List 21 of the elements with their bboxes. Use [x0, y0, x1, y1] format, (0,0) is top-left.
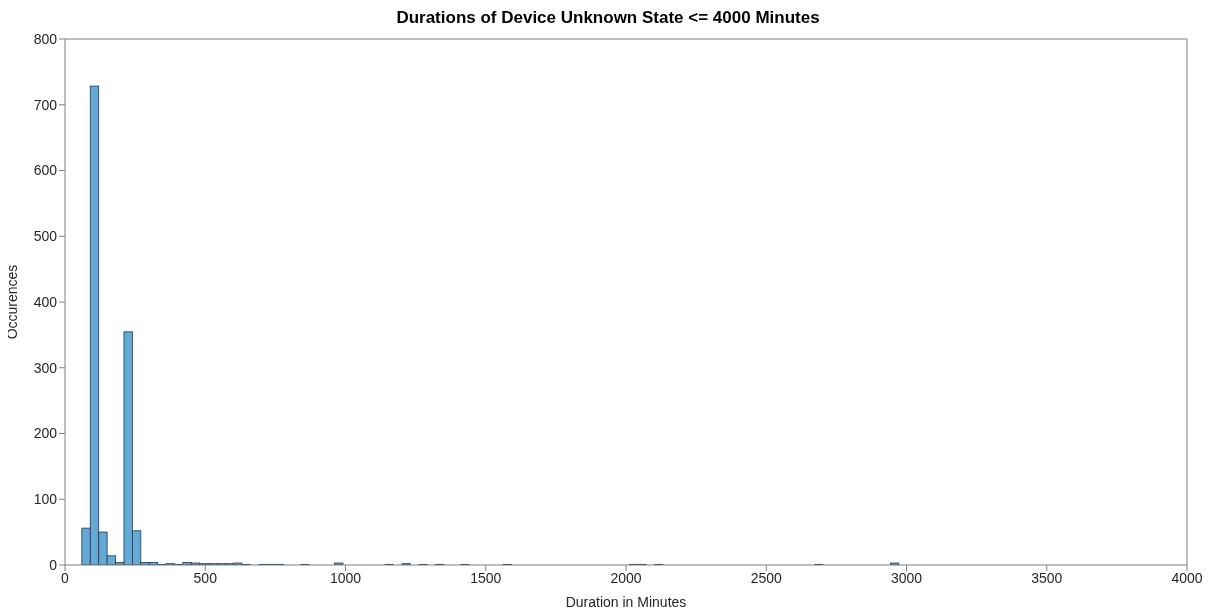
x-tick-label: 1000: [329, 569, 362, 586]
x-tick-label: 3500: [1031, 569, 1063, 586]
chart-title: Durations of Device Unknown State <= 4000 Minutes: [395, 8, 821, 29]
y-tick-label: 100: [33, 491, 58, 508]
y-tick-label: 300: [33, 359, 58, 376]
x-axis-title: Duration in Minutes: [565, 594, 687, 610]
x-tick-label: 0: [61, 569, 70, 586]
y-tick-label: 600: [33, 162, 58, 179]
y-tick-label: 800: [33, 30, 58, 47]
x-tick-label: 3000: [890, 569, 923, 586]
y-tick-label: 0: [49, 556, 58, 573]
y-tick-label: 400: [33, 293, 58, 310]
x-tick-label: 500: [193, 569, 218, 586]
x-tick-label: 2000: [610, 569, 642, 586]
x-tick-label: 1500: [470, 569, 502, 586]
y-tick-label: 200: [33, 425, 58, 442]
x-tick-label: 4000: [1171, 569, 1203, 586]
y-axis-title: Occurences: [3, 264, 20, 340]
y-tick-label: 500: [33, 228, 58, 245]
y-tick-label: 700: [33, 96, 58, 113]
x-tick-label: 2500: [750, 569, 783, 586]
